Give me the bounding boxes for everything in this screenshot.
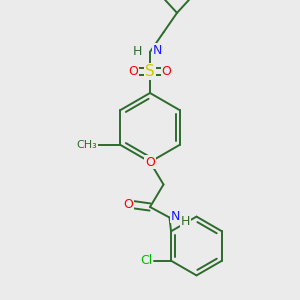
Text: CH₃: CH₃ xyxy=(77,140,98,150)
Text: H: H xyxy=(181,214,190,228)
Text: N: N xyxy=(152,44,162,57)
Text: Cl: Cl xyxy=(140,254,152,267)
Text: N: N xyxy=(171,209,180,223)
Text: O: O xyxy=(124,197,133,211)
Text: O: O xyxy=(129,65,138,78)
Text: O: O xyxy=(145,155,155,169)
Text: S: S xyxy=(145,64,155,79)
Text: H: H xyxy=(133,45,142,58)
Text: O: O xyxy=(162,65,171,78)
